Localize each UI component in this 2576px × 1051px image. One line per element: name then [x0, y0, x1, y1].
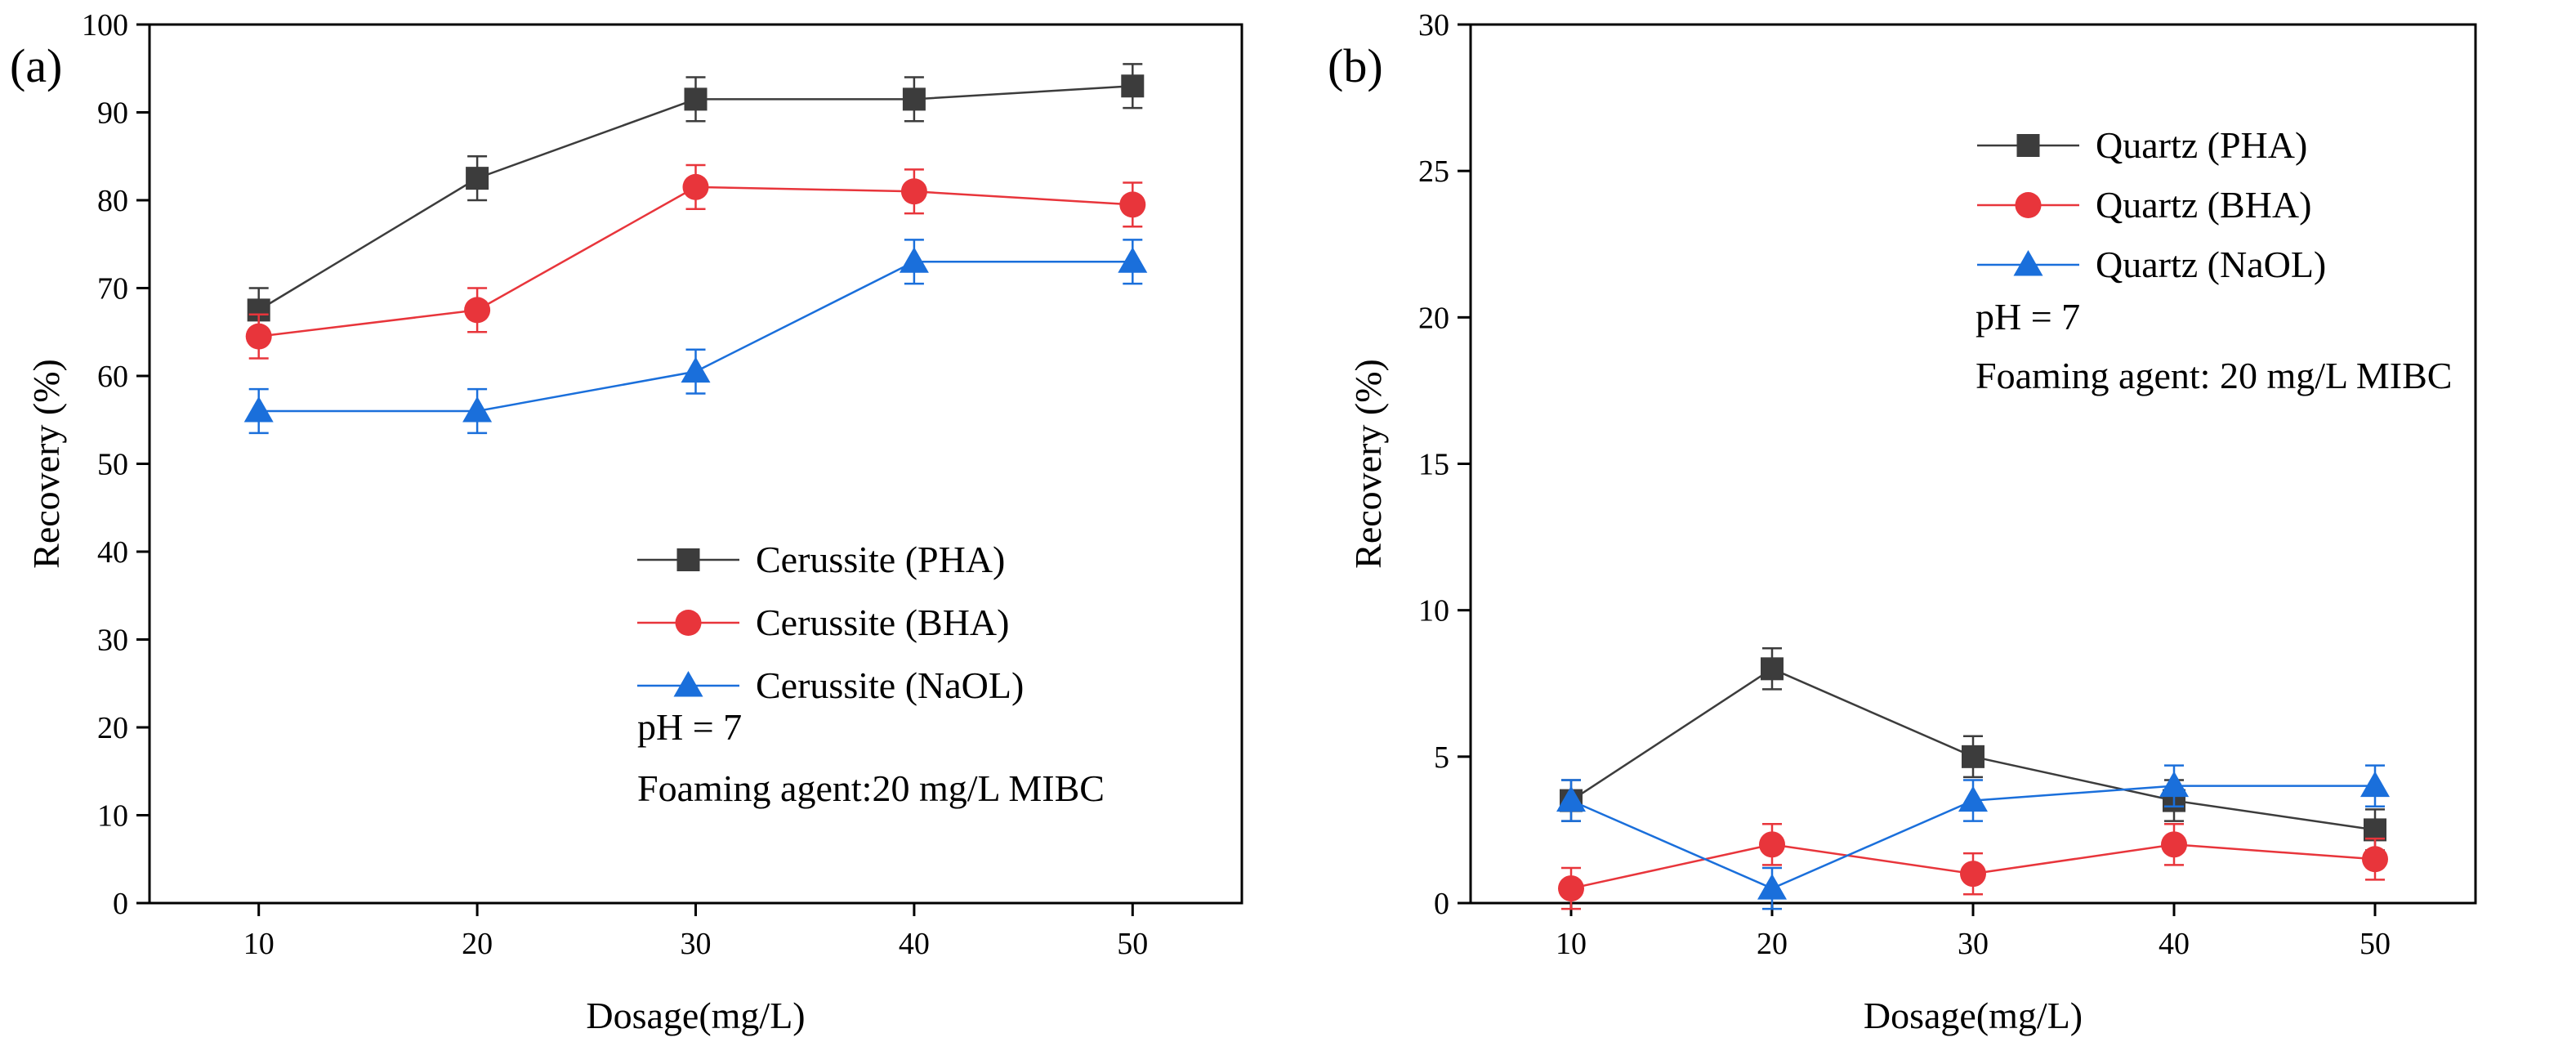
legend-entry: Quartz (NaOL)	[2096, 244, 2326, 285]
y-tick-label: 20	[1418, 301, 1449, 335]
annotation-text: pH = 7	[1976, 296, 2080, 338]
y-tick-label: 5	[1434, 740, 1449, 775]
data-point	[1962, 745, 1984, 768]
x-tick-label: 40	[899, 927, 930, 961]
panel-label: (b)	[1328, 39, 1383, 92]
y-tick-label: 0	[113, 887, 128, 921]
data-point	[462, 396, 493, 423]
data-point	[1118, 247, 1148, 273]
annotation-text: Foaming agent: 20 mg/L MIBC	[1976, 355, 2453, 396]
series-1	[1558, 823, 2388, 910]
series-0	[247, 63, 1145, 333]
y-tick-label: 30	[1418, 8, 1449, 42]
data-point	[2161, 831, 2187, 858]
legend: Quartz (PHA) Quartz (BHA) Quartz (NaOL)	[1977, 124, 2326, 285]
panel-b-chart: 0 5 10 15 20 25 30 10 20 30 40 50 Dosage(mg/L) Recove…	[1328, 8, 2477, 1036]
panel-a-chart: 0 10 20 30 40 50 60 70 80 90 100 10 20 30 40 50 Dosage(m…	[10, 8, 1243, 1036]
data-point	[1759, 831, 1785, 858]
data-point	[902, 87, 926, 111]
data-point	[1757, 874, 1787, 900]
y-tick-label: 20	[97, 711, 128, 745]
x-tick-label: 10	[243, 927, 275, 961]
legend-marker	[673, 671, 703, 697]
y-tick-label: 25	[1418, 154, 1449, 189]
data-point	[682, 173, 709, 200]
x-tick-label: 40	[2159, 927, 2190, 961]
data-point	[466, 167, 489, 190]
series-2	[243, 239, 1148, 435]
legend-marker	[2013, 250, 2043, 276]
legend-marker	[2016, 134, 2040, 157]
y-tick-label: 50	[97, 448, 128, 482]
data-point	[464, 297, 491, 324]
data-point	[1119, 191, 1146, 218]
y-tick-label: 15	[1418, 448, 1449, 482]
y-tick-label: 100	[82, 8, 128, 42]
x-tick-label: 20	[462, 927, 493, 961]
y-tick-label: 10	[97, 799, 128, 834]
x-tick-label: 50	[2359, 927, 2391, 961]
annotation-text: Foaming agent:20 mg/L MIBC	[637, 767, 1105, 809]
y-tick-label: 60	[97, 360, 128, 394]
y-tick-label: 0	[1434, 887, 1449, 921]
legend-entry: Cerussite (NaOL)	[756, 664, 1024, 706]
legend-entry: Cerussite (BHA)	[756, 602, 1009, 643]
data-point	[2159, 771, 2189, 798]
y-tick-label: 70	[97, 272, 128, 306]
y-axis-title: Recovery (%)	[25, 359, 67, 569]
data-point	[899, 247, 929, 273]
x-tick-label: 10	[1556, 927, 1587, 961]
legend-entry: Cerussite (PHA)	[756, 539, 1005, 580]
data-point	[245, 323, 272, 350]
y-tick-label: 40	[97, 535, 128, 570]
panel-label: (a)	[10, 39, 62, 92]
data-point	[1558, 875, 1584, 902]
data-point	[1761, 657, 1784, 681]
data-point	[900, 178, 927, 205]
x-tick-label: 30	[1958, 927, 1989, 961]
data-point	[1958, 785, 1988, 812]
data-point	[2364, 818, 2386, 842]
data-point	[2362, 846, 2388, 873]
y-tick-label: 90	[97, 96, 128, 131]
y-tick-label: 10	[1418, 594, 1449, 628]
annotation-text: pH = 7	[637, 706, 742, 748]
y-axis-title: Recovery (%)	[1347, 359, 1389, 569]
y-tick-label: 30	[97, 624, 128, 658]
data-point	[681, 356, 711, 383]
data-point	[684, 87, 708, 111]
data-point	[2360, 771, 2390, 798]
legend-entry: Quartz (BHA)	[2096, 184, 2311, 226]
x-tick-label: 30	[681, 927, 712, 961]
data-point	[243, 396, 274, 423]
data-point	[1556, 785, 1586, 812]
legend-entry: Quartz (PHA)	[2096, 124, 2307, 166]
x-axis-title: Dosage(mg/L)	[586, 995, 805, 1036]
legend-marker	[676, 548, 700, 571]
x-axis-title: Dosage(mg/L)	[1864, 995, 2083, 1036]
legend-marker	[2015, 192, 2042, 218]
data-point	[1121, 74, 1145, 98]
x-tick-label: 50	[1117, 927, 1148, 961]
legend-marker	[675, 610, 702, 636]
legend: Cerussite (PHA) Cerussite (BHA) Cerussite …	[637, 539, 1024, 706]
data-point	[1960, 861, 1986, 888]
series-2	[1556, 764, 2390, 910]
x-tick-label: 20	[1757, 927, 1788, 961]
series-1	[245, 163, 1146, 360]
y-tick-label: 80	[97, 184, 128, 218]
